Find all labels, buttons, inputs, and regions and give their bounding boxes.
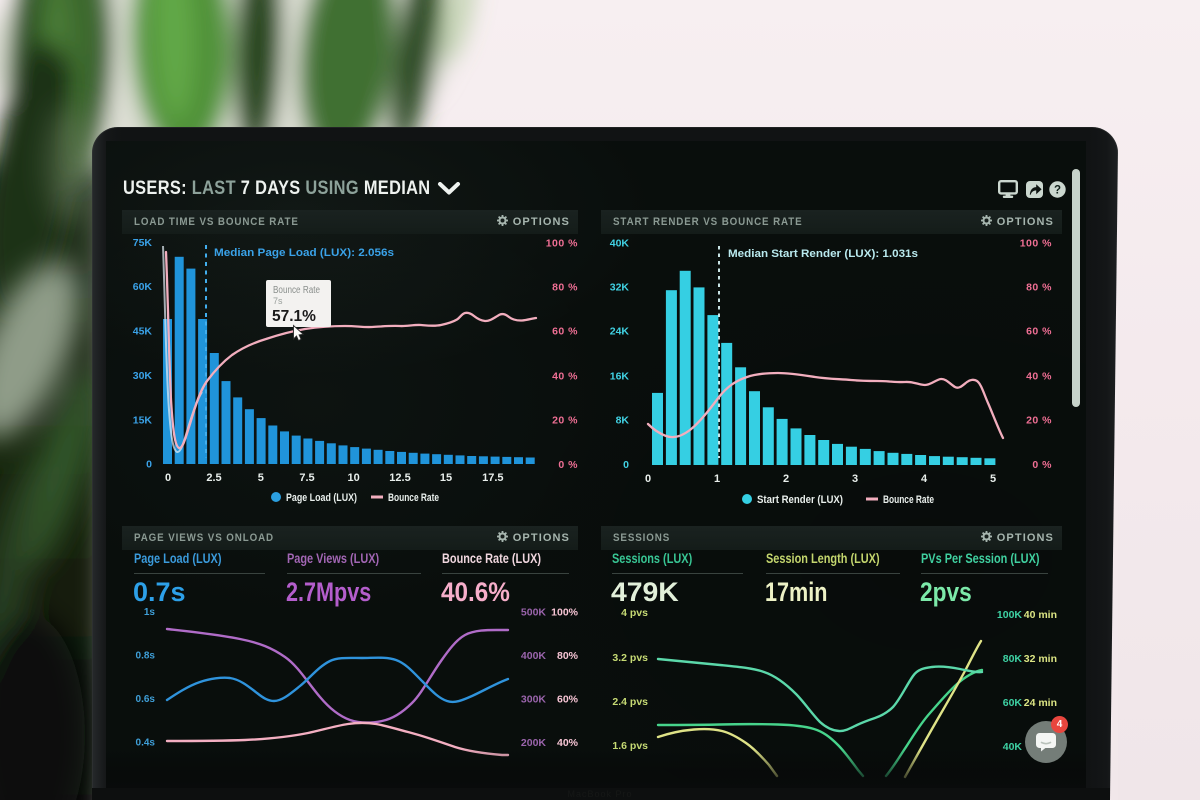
svg-text:0 %: 0 % [1032, 459, 1052, 471]
svg-text:1: 1 [714, 473, 720, 485]
svg-text:20 %: 20 % [1026, 415, 1052, 427]
svg-text:100%: 100% [551, 607, 579, 619]
svg-text:Bounce Rate: Bounce Rate [883, 494, 934, 506]
svg-text:80%: 80% [557, 650, 579, 662]
svg-text:0.6s: 0.6s [136, 694, 156, 705]
svg-text:500K: 500K [521, 607, 547, 619]
svg-text:80 %: 80 % [1026, 282, 1052, 294]
svg-text:2: 2 [783, 473, 789, 485]
svg-text:4: 4 [921, 473, 928, 485]
svg-text:3: 3 [852, 473, 858, 485]
svg-text:80K: 80K [1003, 653, 1023, 665]
svg-text:Bounce Rate: Bounce Rate [273, 285, 320, 296]
svg-text:1s: 1s [144, 607, 156, 618]
svg-text:100 %: 100 % [546, 238, 578, 250]
svg-text:15: 15 [440, 472, 452, 484]
svg-text:5: 5 [258, 472, 264, 484]
svg-text:400K: 400K [521, 650, 547, 662]
svg-text:30K: 30K [133, 370, 153, 382]
svg-text:12.5: 12.5 [389, 472, 410, 484]
svg-text:45K: 45K [133, 326, 153, 338]
svg-text:10: 10 [347, 472, 359, 484]
svg-text:75K: 75K [133, 237, 153, 249]
svg-text:24 min: 24 min [1024, 697, 1057, 709]
svg-text:60K: 60K [1003, 697, 1023, 709]
svg-text:40 %: 40 % [1026, 371, 1052, 383]
svg-text:17.5: 17.5 [482, 472, 503, 484]
svg-text:32K: 32K [610, 282, 630, 294]
svg-text:4 pvs: 4 pvs [621, 607, 648, 619]
svg-text:100K: 100K [997, 609, 1023, 621]
svg-text:80 %: 80 % [552, 282, 578, 294]
svg-text:0: 0 [645, 473, 651, 485]
svg-text:Median Page Load (LUX): 2.056s: Median Page Load (LUX): 2.056s [214, 247, 394, 259]
svg-text:200K: 200K [521, 737, 547, 749]
svg-text:2.5: 2.5 [206, 472, 221, 484]
svg-text:Bounce Rate: Bounce Rate [388, 492, 439, 504]
svg-text:24K: 24K [610, 326, 630, 338]
svg-text:32 min: 32 min [1024, 653, 1057, 665]
svg-text:100 %: 100 % [1020, 238, 1052, 250]
svg-text:Median Start Render (LUX): 1.0: Median Start Render (LUX): 1.031s [728, 248, 918, 260]
svg-text:300K: 300K [521, 694, 547, 706]
svg-text:3.2 pvs: 3.2 pvs [612, 652, 648, 664]
svg-text:2.4 pvs: 2.4 pvs [612, 696, 648, 708]
svg-text:Page Load (LUX): Page Load (LUX) [286, 492, 357, 504]
svg-text:?: ? [1054, 185, 1061, 197]
svg-text:8K: 8K [616, 415, 630, 427]
svg-text:0.4s: 0.4s [136, 738, 156, 749]
svg-text:60K: 60K [133, 281, 153, 293]
svg-text:40 %: 40 % [552, 371, 578, 383]
svg-text:40K: 40K [610, 238, 630, 250]
svg-text:60 %: 60 % [552, 326, 578, 338]
svg-text:20 %: 20 % [552, 415, 578, 427]
svg-text:0 %: 0 % [558, 459, 578, 471]
svg-text:40 min: 40 min [1024, 609, 1057, 621]
svg-text:0: 0 [165, 472, 171, 484]
svg-text:7s: 7s [273, 296, 283, 306]
svg-text:Start Render (LUX): Start Render (LUX) [757, 494, 843, 506]
svg-text:57.1%: 57.1% [272, 308, 316, 325]
svg-text:40%: 40% [557, 737, 579, 749]
svg-text:5: 5 [990, 473, 996, 485]
svg-text:0: 0 [146, 459, 152, 471]
svg-text:60%: 60% [557, 694, 579, 706]
svg-text:60 %: 60 % [1026, 326, 1052, 338]
svg-text:15K: 15K [133, 415, 153, 427]
svg-text:16K: 16K [610, 371, 630, 383]
svg-text:0.8s: 0.8s [136, 651, 156, 662]
svg-text:0: 0 [623, 459, 629, 471]
svg-text:7.5: 7.5 [299, 472, 314, 484]
